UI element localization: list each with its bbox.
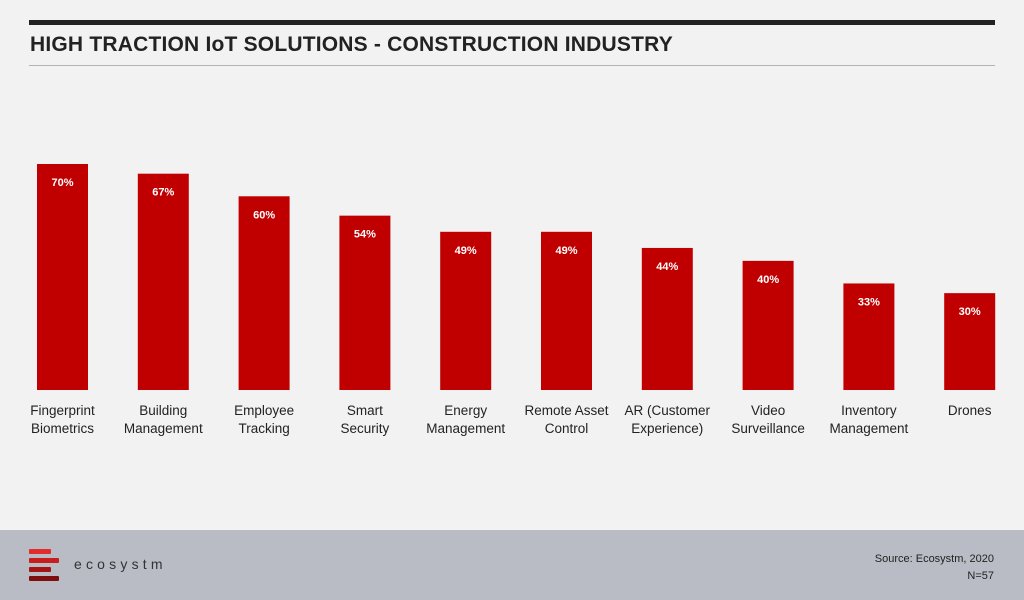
bar <box>742 260 794 390</box>
bar <box>843 283 895 390</box>
logo-bar <box>29 558 59 563</box>
ecosystm-logo: ecosystm <box>29 549 179 583</box>
category-label: Remote Asset Control <box>524 403 608 436</box>
bar-value-label: 33% <box>858 296 880 308</box>
bar <box>541 231 592 390</box>
bar <box>37 164 88 390</box>
chart-title: HIGH TRACTION IoT SOLUTIONS - CONSTRUCTI… <box>30 33 673 56</box>
top-rule <box>29 20 995 25</box>
category-label: Smart Security <box>341 403 390 436</box>
sample-size: N=57 <box>967 570 994 582</box>
source-text: Source: Ecosystm, 2020 <box>874 553 994 565</box>
bar <box>641 247 693 390</box>
category-label: Energy Management <box>426 403 505 436</box>
bar-value-label: 67% <box>152 187 174 199</box>
category-label: Fingerprint Biometrics <box>30 403 95 436</box>
logo-bar <box>29 549 51 554</box>
bar <box>137 173 189 390</box>
bar-value-label: 44% <box>656 261 678 273</box>
bar <box>339 215 391 390</box>
category-label: Inventory Management <box>829 403 908 436</box>
category-label: AR (Customer Experience) <box>625 403 711 436</box>
bar-value-label: 40% <box>757 274 779 286</box>
logo-wordmark: ecosystm <box>74 556 167 572</box>
logo-bar <box>29 576 59 581</box>
bar-value-label: 70% <box>51 177 73 189</box>
bar-value-label: 49% <box>455 245 477 257</box>
bar-value-label: 60% <box>253 209 275 221</box>
category-label: Building Management <box>124 403 203 436</box>
footer: ecosystm Source: Ecosystm, 2020 N=57 <box>0 530 1024 600</box>
category-label: Video Surveillance <box>731 403 805 436</box>
logo-mark-icon <box>29 549 63 581</box>
logo-bar <box>29 567 51 572</box>
bar-chart: 70% Fingerprint Biometrics 67% Building Manag… <box>30 164 996 436</box>
category-label: Drones <box>948 403 992 418</box>
bar-value-label: 30% <box>959 306 981 318</box>
title-rule <box>29 65 995 66</box>
bar-value-label: 54% <box>354 229 376 241</box>
source-note: Source: Ecosystm, 2020 N=57 <box>875 551 994 585</box>
bar <box>944 293 996 390</box>
category-label: Employee Tracking <box>234 403 294 436</box>
bar <box>238 196 290 390</box>
bar-value-label: 49% <box>555 245 577 257</box>
bar <box>440 231 492 390</box>
